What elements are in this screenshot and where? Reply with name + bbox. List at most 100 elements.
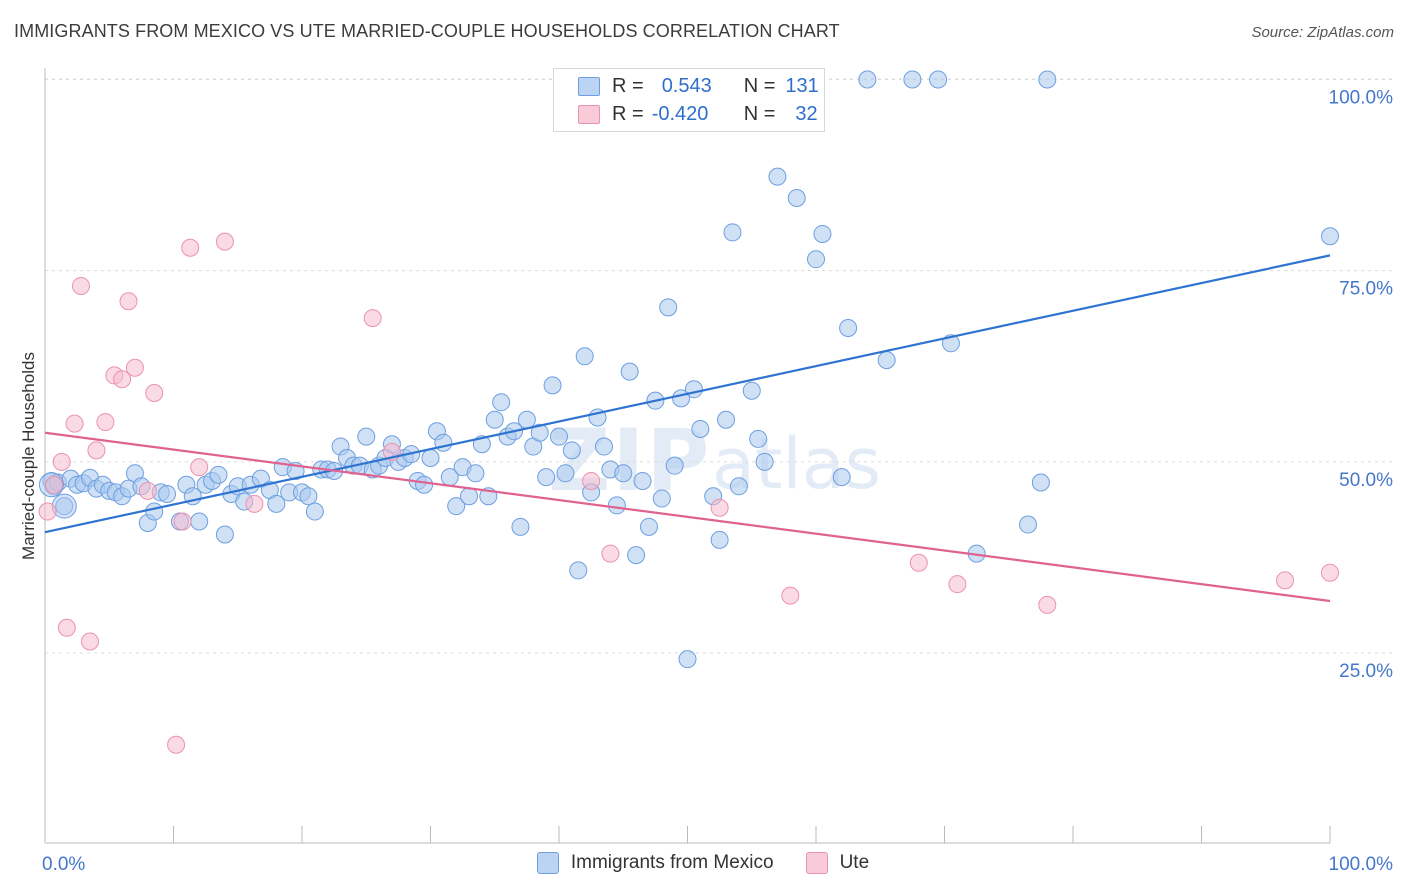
data-point-ute: [1321, 563, 1339, 582]
legend-label-mexico: Immigrants from Mexico: [570, 852, 774, 873]
legend-row-mexico: R = 0.543 N = 131: [578, 73, 819, 99]
data-point-mexico: [832, 468, 851, 487]
trendline-ute: [44, 431, 1331, 603]
data-point-mexico: [903, 70, 922, 89]
legend-r-label: R =: [612, 74, 644, 97]
data-point-ute: [909, 553, 928, 572]
data-point-mexico: [839, 319, 858, 338]
legend-item-mexico[interactable]: Immigrants from Mexico: [536, 852, 774, 874]
legend-swatch-pink: [578, 104, 600, 124]
data-point-mexico: [639, 517, 658, 536]
y-tick-label: 25.0%: [1339, 661, 1393, 682]
data-point-mexico: [357, 427, 376, 446]
legend-n-value: 131: [785, 74, 819, 97]
data-point-ute: [173, 512, 192, 531]
data-point-ute: [65, 414, 84, 433]
data-point-mexico: [209, 465, 228, 484]
data-point-mexico: [594, 437, 613, 456]
data-point-mexico: [607, 496, 626, 515]
data-point-mexico: [421, 449, 440, 468]
data-point-mexico: [556, 464, 575, 483]
trendline-mexico: [44, 254, 1331, 534]
data-point-mexico: [215, 525, 234, 544]
data-point-ute: [215, 232, 234, 251]
data-point-mexico: [550, 427, 568, 446]
x-tick-label: 0.0%: [42, 854, 85, 875]
data-point-mexico: [877, 351, 896, 370]
data-point-ute: [710, 498, 729, 517]
data-point-mexico: [537, 468, 556, 487]
axes: [44, 68, 1331, 844]
data-point-ute: [948, 575, 967, 594]
data-point-mexico: [530, 423, 549, 442]
x-tick-label: 100.0%: [1329, 854, 1394, 875]
data-point-mexico: [627, 546, 646, 565]
y-tick-label: 75.0%: [1339, 279, 1393, 300]
data-point-mexico: [415, 475, 434, 494]
data-point-ute: [80, 632, 99, 651]
data-point-mexico: [691, 419, 710, 438]
data-point-mexico: [1019, 515, 1038, 534]
data-point-mexico: [562, 441, 581, 460]
data-point-ute: [96, 413, 115, 432]
data-point-mexico: [723, 223, 742, 242]
data-point-mexico: [305, 502, 324, 521]
series-ute: [38, 232, 1339, 754]
data-point-ute: [1038, 595, 1057, 614]
data-point-ute: [363, 309, 382, 328]
data-point-mexico: [569, 561, 588, 580]
zipatlas-watermark: ZIP atlas: [548, 411, 881, 511]
data-point-ute: [52, 452, 71, 471]
source-label: Source: ZipAtlas.com: [1251, 24, 1394, 41]
data-point-mexico: [460, 487, 479, 506]
y-tick-label: 100.0%: [1329, 88, 1394, 109]
data-point-ute: [119, 292, 138, 311]
chart-title: IMMIGRANTS FROM MEXICO VS UTE MARRIED-CO…: [14, 21, 840, 41]
data-point-ute: [245, 494, 264, 513]
data-point-mexico: [511, 517, 530, 536]
data-point-ute: [1276, 571, 1295, 590]
data-point-ute: [44, 475, 63, 494]
data-point-mexico: [1031, 473, 1050, 492]
data-point-ute: [190, 458, 209, 477]
legend-item-ute[interactable]: Ute: [805, 852, 869, 874]
data-point-ute: [167, 735, 186, 754]
data-point-mexico: [929, 70, 948, 89]
data-point-mexico: [749, 429, 768, 448]
legend-r-value: 0.543: [661, 74, 712, 97]
data-point-mexico: [665, 456, 684, 475]
data-point-mexico: [267, 494, 286, 513]
legend-swatch-blue: [536, 852, 559, 874]
data-point-ute: [71, 276, 90, 295]
data-point-mexico: [575, 347, 594, 366]
y-tick-label: 50.0%: [1339, 470, 1393, 491]
data-point-mexico: [485, 410, 504, 429]
data-point-mexico: [614, 464, 633, 483]
legend-swatch-blue: [578, 76, 600, 96]
data-point-ute: [145, 384, 164, 403]
data-point-mexico: [678, 650, 697, 669]
data-point-ute: [57, 618, 76, 637]
gridlines: [45, 78, 1395, 654]
data-point-mexico: [652, 489, 671, 508]
data-point-mexico: [659, 298, 678, 317]
data-point-mexico: [710, 530, 729, 549]
legend-r-value: -0.420: [651, 102, 709, 125]
data-point-ute: [582, 471, 601, 490]
data-point-mexico: [517, 410, 536, 429]
data-point-mexico: [543, 376, 562, 395]
data-point-mexico: [717, 410, 736, 429]
data-point-mexico: [807, 250, 825, 269]
data-point-mexico: [813, 224, 832, 243]
data-point-mexico: [492, 393, 511, 412]
data-point-ute: [138, 481, 157, 500]
data-point-ute: [181, 238, 200, 257]
data-point-mexico: [755, 452, 774, 471]
data-point-mexico: [466, 464, 485, 483]
tick-labels: 25.0% 50.0% 75.0% 100.0% 0.0% 100.0%: [42, 88, 1393, 876]
data-point-mexico: [620, 362, 639, 381]
data-point-ute: [38, 502, 57, 521]
data-point-mexico: [1321, 227, 1339, 246]
legend-row-ute: R = -0.420 N = 32: [578, 101, 818, 127]
